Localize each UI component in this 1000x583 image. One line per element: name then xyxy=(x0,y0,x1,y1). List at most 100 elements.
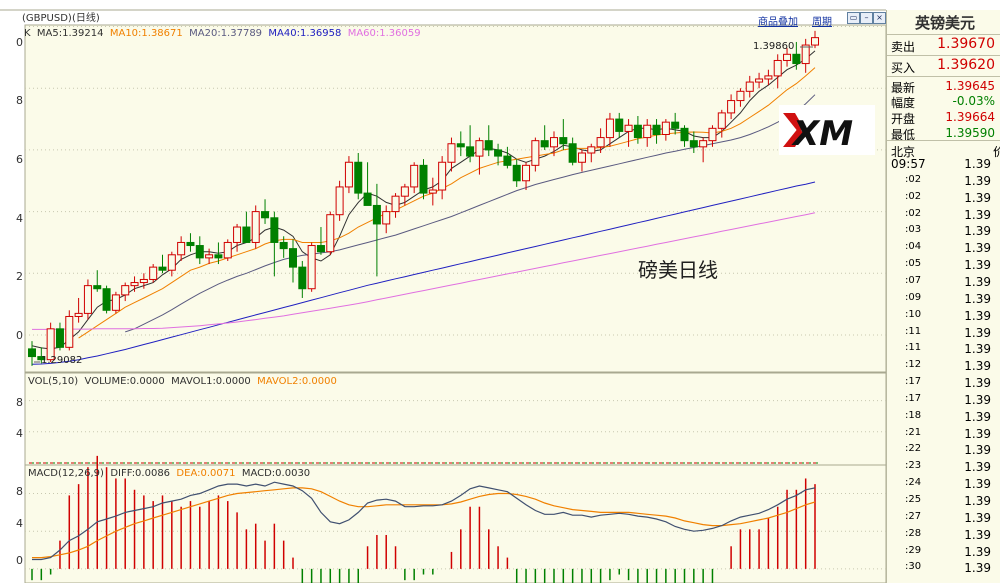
tick-time: :09 xyxy=(905,291,922,303)
ma10-legend: MA10:1.38671 xyxy=(109,28,183,39)
close-icon[interactable]: × xyxy=(873,12,886,24)
buy-row[interactable]: 买入 1.39620 xyxy=(887,55,1000,76)
tick-row: :05 1.39 xyxy=(887,257,1000,273)
overlay-symbol-button[interactable]: 商品叠加 xyxy=(758,17,798,28)
ma60-legend: MA60:1.36059 xyxy=(347,28,421,39)
tick-price: 1.39 xyxy=(964,173,991,188)
candle-body xyxy=(792,53,801,65)
candle-body xyxy=(102,288,111,311)
candle-body xyxy=(438,161,447,191)
candle-body xyxy=(680,127,689,142)
candle-body xyxy=(344,161,353,188)
sell-row[interactable]: 卖出 1.39670 xyxy=(887,34,1000,55)
tick-row: :09 1.39 xyxy=(887,291,1000,307)
tick-time: :04 xyxy=(905,241,922,253)
quote-row: 开盘 1.39664 xyxy=(887,108,1000,126)
tick-time: :02 xyxy=(905,207,922,219)
vol-legend-mavol1: MAVOL1:0.0000 xyxy=(171,376,251,387)
price-tick-label: 0 xyxy=(16,329,23,342)
candle-body xyxy=(624,124,633,132)
candle-body xyxy=(550,137,558,148)
tick-price: 1.39 xyxy=(964,291,991,306)
macd-dea-line xyxy=(32,487,816,559)
candle-body xyxy=(382,211,391,225)
macd-tick-label: 8 xyxy=(16,485,23,498)
tick-price: 1.39 xyxy=(964,376,991,391)
tick-price: 1.39 xyxy=(964,241,991,256)
buy-value: 1.39620 xyxy=(937,57,995,73)
candle-body xyxy=(186,241,195,247)
minimize-icon[interactable]: – xyxy=(860,12,873,24)
candle-body xyxy=(289,248,297,268)
tick-row: :22 1.39 xyxy=(887,442,1000,458)
candle-body xyxy=(223,241,232,259)
tick-price: 1.39 xyxy=(964,190,991,205)
candle-body xyxy=(37,356,46,361)
price-tick-label: 4 xyxy=(16,212,23,225)
candle-body xyxy=(233,226,242,243)
tick-row: :28 1.39 xyxy=(887,527,1000,543)
candle-body xyxy=(83,285,92,314)
price-tick-label: 6 xyxy=(16,153,23,166)
candle-body xyxy=(391,195,400,213)
tick-price: 1.39 xyxy=(964,527,991,542)
tick-price: 1.39 xyxy=(964,460,991,475)
tick-row: :29 1.39 xyxy=(887,544,1000,560)
quote-row: 最低 1.39590 xyxy=(887,124,1000,142)
volume-legend: VOL(5,10) VOLUME:0.0000 MAVOL1:0.0000 MA… xyxy=(28,376,337,388)
candle-body xyxy=(400,186,409,197)
volume-tick-label: 4 xyxy=(16,427,23,440)
tick-time: :17 xyxy=(905,392,922,404)
price-tick-label: 8 xyxy=(16,94,23,107)
price-pane xyxy=(24,24,886,373)
candle-body xyxy=(447,143,456,163)
candle-body xyxy=(503,155,512,166)
price-chart[interactable] xyxy=(0,0,886,583)
tick-row: :24 1.39 xyxy=(887,476,1000,492)
period-button[interactable]: 周期 xyxy=(812,17,832,28)
candle-body xyxy=(615,118,624,132)
price-tick-label: 2 xyxy=(16,270,23,283)
quote-row-value: 1.39590 xyxy=(945,126,995,140)
macd-legend-diff: DIFF:0.0086 xyxy=(110,468,171,479)
watermark-text: 磅美日线 xyxy=(638,258,718,282)
tick-time: :17 xyxy=(905,376,922,388)
candle-body xyxy=(121,285,130,296)
candle-body xyxy=(158,266,167,271)
candle-body xyxy=(652,124,661,135)
tick-price: 1.39 xyxy=(964,308,991,323)
tick-row: :07 1.39 xyxy=(887,274,1000,290)
tick-time: :23 xyxy=(905,460,922,472)
candle-body xyxy=(270,217,279,243)
candle-body xyxy=(316,245,325,253)
candle-body xyxy=(456,143,465,148)
xm-logo-text: XM xyxy=(791,114,853,154)
tick-price: 1.39 xyxy=(964,477,991,492)
ma40-legend: MA40:1.36958 xyxy=(268,28,342,39)
tick-row: :17 1.39 xyxy=(887,375,1000,391)
ma5-legend: MA5:1.39214 xyxy=(36,28,104,39)
candle-body xyxy=(205,254,214,259)
tick-row: :21 1.39 xyxy=(887,426,1000,442)
ma-line-ma40 xyxy=(31,181,816,365)
candle-body xyxy=(307,245,316,290)
symbol-label: (GBPUSD) xyxy=(22,13,72,24)
tick-row: :18 1.39 xyxy=(887,409,1000,425)
tick-header: 北京 价 xyxy=(887,140,1000,159)
candle-body xyxy=(717,112,726,129)
candle-body xyxy=(261,211,270,219)
tick-header-time: 北京 xyxy=(891,145,916,159)
candle-body xyxy=(783,53,792,61)
candle-body xyxy=(177,241,186,256)
candle-body xyxy=(46,328,55,361)
restore-icon[interactable]: ▭ xyxy=(847,12,860,24)
candle-body xyxy=(195,245,204,259)
buy-label: 买入 xyxy=(891,61,916,75)
tick-time: :12 xyxy=(905,359,922,371)
candle-body xyxy=(559,137,568,145)
volume-tick-label: 8 xyxy=(16,396,23,409)
candle-body xyxy=(279,241,288,250)
candle-body xyxy=(410,164,419,188)
macd-legend-macd: MACD:0.0030 xyxy=(241,468,311,479)
tick-price: 1.39 xyxy=(964,274,991,289)
